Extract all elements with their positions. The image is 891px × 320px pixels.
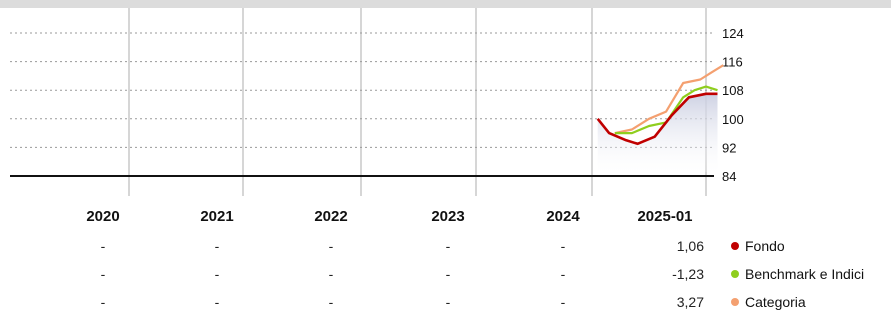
table-cell: 3,27 [676,294,704,310]
year-header: 2024 [546,208,580,225]
performance-line-chart: 124 116 108 100 92 84 [10,8,744,196]
year-header: 2022 [314,208,348,225]
year-header: 2023 [431,208,465,225]
fondo-area [597,93,718,172]
table-cell: - [214,294,220,310]
table-cell: - [100,238,106,254]
year-header: 2020 [86,208,120,225]
table-cell: - [328,238,334,254]
table-cell: - [445,238,451,254]
y-tick-label: 92 [722,140,736,155]
table-cell: - [445,266,451,282]
y-tick-label: 84 [722,169,736,184]
legend-fondo: Fondo [731,238,785,254]
table-cell: -1,23 [672,266,704,282]
table-cell: - [100,294,106,310]
table-cell: - [328,266,334,282]
table-cell: - [100,266,106,282]
year-header: 2021 [200,208,234,225]
year-header: 2025-01 [637,208,693,225]
y-tick-label: 124 [722,26,744,41]
series-line-fondo [596,92,718,146]
legend-dot-icon [731,298,739,307]
table-cell: - [214,266,220,282]
table-cell: 1,06 [676,238,704,254]
y-tick-label: 100 [722,112,744,127]
series-line-benchmark-e-indici [614,85,718,135]
legend-categoria: Categoria [731,294,806,310]
table-cell: - [560,294,566,310]
table-cell: - [328,294,334,310]
top-bar [0,0,891,8]
legend-benchmark: Benchmark e Indici [731,266,864,282]
table-cell: - [560,238,566,254]
legend-dot-icon [731,270,739,279]
y-tick-label: 116 [722,55,743,70]
legend-dot-icon [731,242,739,251]
table-cell: - [214,238,220,254]
y-tick-label: 108 [722,83,744,98]
table-cell: - [560,266,566,282]
table-cell: - [445,294,451,310]
series-line-categoria [614,64,724,135]
